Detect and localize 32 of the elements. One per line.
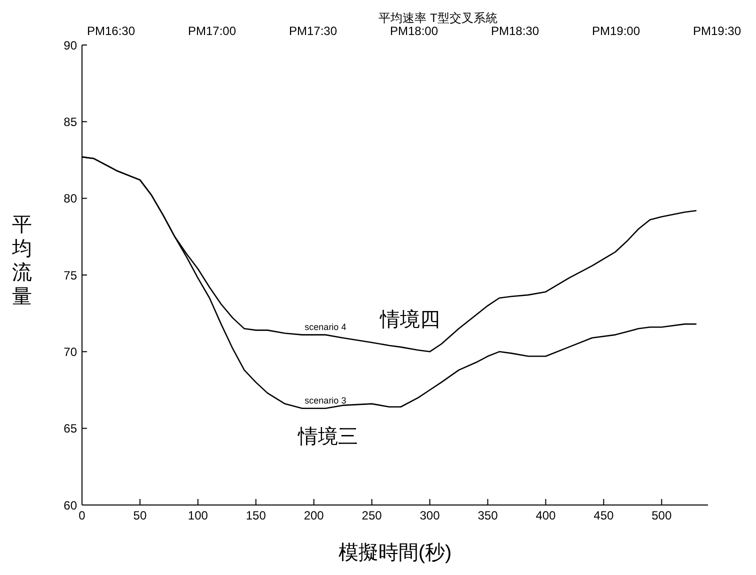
y-tick-label: 85 [64, 114, 78, 129]
x-axis-title: 模擬時間(秒) [338, 542, 452, 564]
x-tick-label: 350 [478, 508, 498, 523]
annotation: 情境四 [380, 308, 440, 333]
y-tick-label: 60 [64, 498, 78, 512]
annotation: 情境三 [298, 425, 358, 450]
x-tick-label: 300 [420, 508, 440, 523]
x-tick-label: 200 [304, 508, 324, 523]
y-tick-label: 90 [64, 38, 78, 52]
x-tick-label: 50 [133, 508, 147, 523]
text: PM19:00 [590, 24, 642, 38]
y-tick-label: 65 [64, 422, 78, 436]
series-label: scenario 3 [304, 395, 346, 406]
series-label: scenario 4 [304, 322, 346, 332]
text: PM18:00 [388, 24, 440, 38]
text: PM19:30 [692, 24, 742, 38]
y-tick-label: 75 [64, 268, 78, 282]
x-tick-label: 250 [362, 508, 382, 523]
x-tick-label: 100 [188, 508, 208, 523]
text: PM17:00 [186, 24, 238, 38]
text: PM18:30 [490, 24, 540, 38]
x-tick-label: 0 [78, 508, 86, 523]
x-tick-label: 450 [594, 508, 614, 523]
text: PM16:30 [86, 24, 136, 38]
text: PM17:30 [288, 24, 338, 38]
x-tick-label: 150 [246, 508, 266, 523]
y-axis-title: 平均流量 [12, 213, 32, 309]
y-tick-label: 80 [64, 192, 78, 206]
chart-title: 平均速率 T型交叉系統 [378, 11, 498, 25]
x-tick-label: 500 [652, 508, 672, 523]
x-tick-label: 400 [536, 508, 556, 523]
y-tick-label: 70 [64, 344, 78, 359]
